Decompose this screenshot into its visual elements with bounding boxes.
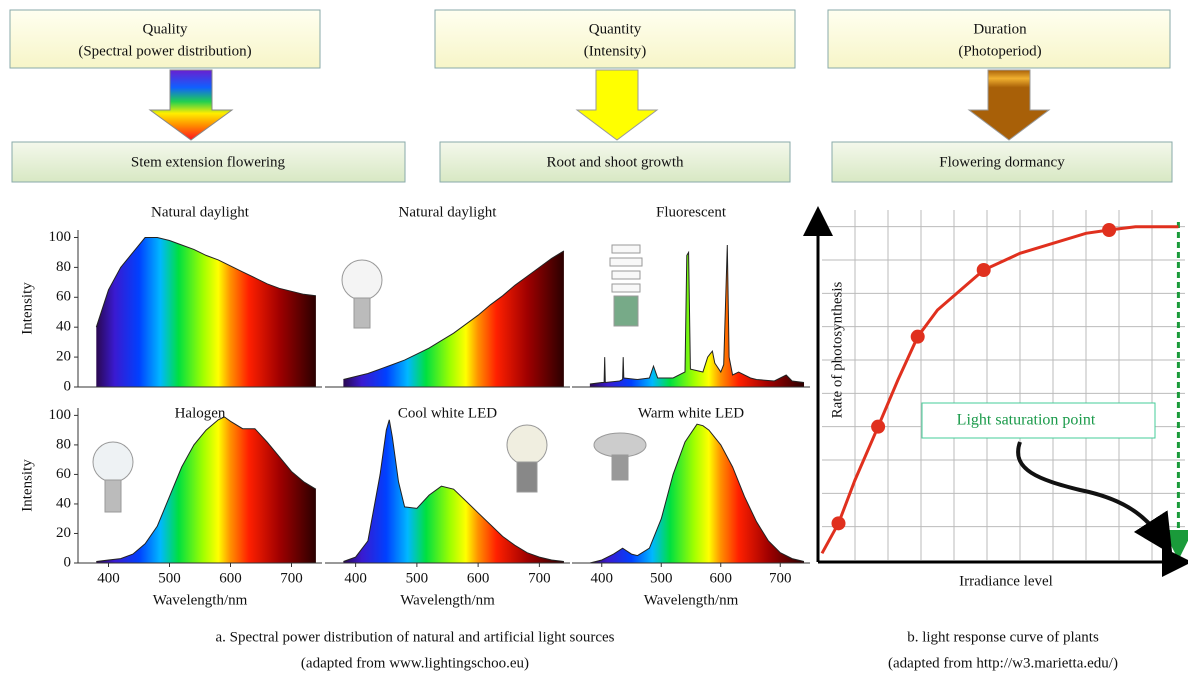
y-axis-label: Rate of photosynthesis: [829, 282, 845, 419]
y-tick-label: 0: [64, 378, 72, 394]
y-tick-label: 20: [56, 349, 71, 365]
y-tick-label: 0: [64, 554, 72, 570]
y-tick-label: 80: [56, 259, 71, 275]
box-text: Stem extension flowering: [131, 154, 286, 170]
annotation: Light saturation point: [957, 412, 1096, 429]
x-tick-label: 500: [406, 570, 429, 586]
x-tick-label: 500: [650, 570, 673, 586]
box-text: Flowering dormancy: [939, 154, 1065, 170]
arrow: [150, 70, 232, 140]
data-point: [832, 516, 846, 530]
y-tick-label: 40: [56, 319, 71, 335]
y-tick-label: 60: [56, 289, 71, 305]
x-tick-label: 600: [219, 570, 242, 586]
box-text: Quality: [143, 21, 188, 37]
x-tick-label: 600: [467, 570, 490, 586]
box-text: (Photoperiod): [958, 43, 1041, 59]
y-tick-label: 100: [49, 229, 72, 245]
y-axis-label: Intensity: [19, 459, 35, 512]
panel-title: Fluorescent: [656, 204, 727, 220]
panel-title: Halogen: [175, 405, 226, 421]
data-point: [1102, 223, 1116, 237]
caption: a. Spectral power distribution of natura…: [215, 629, 614, 645]
x-tick-label: 600: [710, 570, 733, 586]
caption: b. light response curve of plants: [907, 629, 1099, 645]
x-tick-label: 700: [528, 570, 551, 586]
caption: (adapted from www.lightingschoo.eu): [301, 655, 529, 671]
panel-title: Cool white LED: [398, 405, 497, 421]
data-point: [911, 330, 925, 344]
panel-title: Natural daylight: [151, 204, 250, 220]
arrow: [969, 70, 1049, 140]
data-point: [977, 263, 991, 277]
diagram: Quality (Spectral power distribution) St…: [10, 10, 1172, 182]
spectrum-fill: [96, 238, 316, 388]
y-tick-label: 40: [56, 495, 71, 511]
annotation-arrow: [1018, 442, 1168, 548]
x-tick-label: 400: [97, 570, 120, 586]
panel-title: Warm white LED: [638, 405, 744, 421]
box-text: (Spectral power distribution): [78, 43, 251, 59]
y-axis-label: Intensity: [19, 282, 35, 335]
box-text: Root and shoot growth: [546, 154, 684, 170]
x-axis-label: Irradiance level: [959, 573, 1053, 589]
y-tick-label: 20: [56, 525, 71, 541]
panel-title: Natural daylight: [399, 204, 498, 220]
x-axis-label: Wavelength/nm: [644, 592, 739, 608]
x-tick-label: 400: [344, 570, 367, 586]
box-text: Quantity: [589, 21, 642, 37]
x-axis-label: Wavelength/nm: [400, 592, 495, 608]
y-tick-label: 60: [56, 466, 71, 482]
x-tick-label: 700: [769, 570, 792, 586]
caption: (adapted from http://w3.marietta.edu/): [888, 655, 1118, 671]
light-response-frame: Light saturation point Irradiance level …: [818, 212, 1186, 589]
arrow: [577, 70, 657, 140]
box-text: Duration: [973, 21, 1027, 37]
x-tick-label: 700: [280, 570, 303, 586]
figure: Quality (Spectral power distribution) St…: [0, 0, 1188, 676]
spectrum-fill: [96, 417, 316, 563]
x-tick-label: 400: [591, 570, 614, 586]
y-tick-label: 80: [56, 436, 71, 452]
y-tick-label: 100: [49, 407, 72, 423]
data-point: [871, 420, 885, 434]
x-axis-label: Wavelength/nm: [153, 592, 248, 608]
box-text: (Intensity): [584, 43, 646, 59]
x-tick-label: 500: [158, 570, 181, 586]
